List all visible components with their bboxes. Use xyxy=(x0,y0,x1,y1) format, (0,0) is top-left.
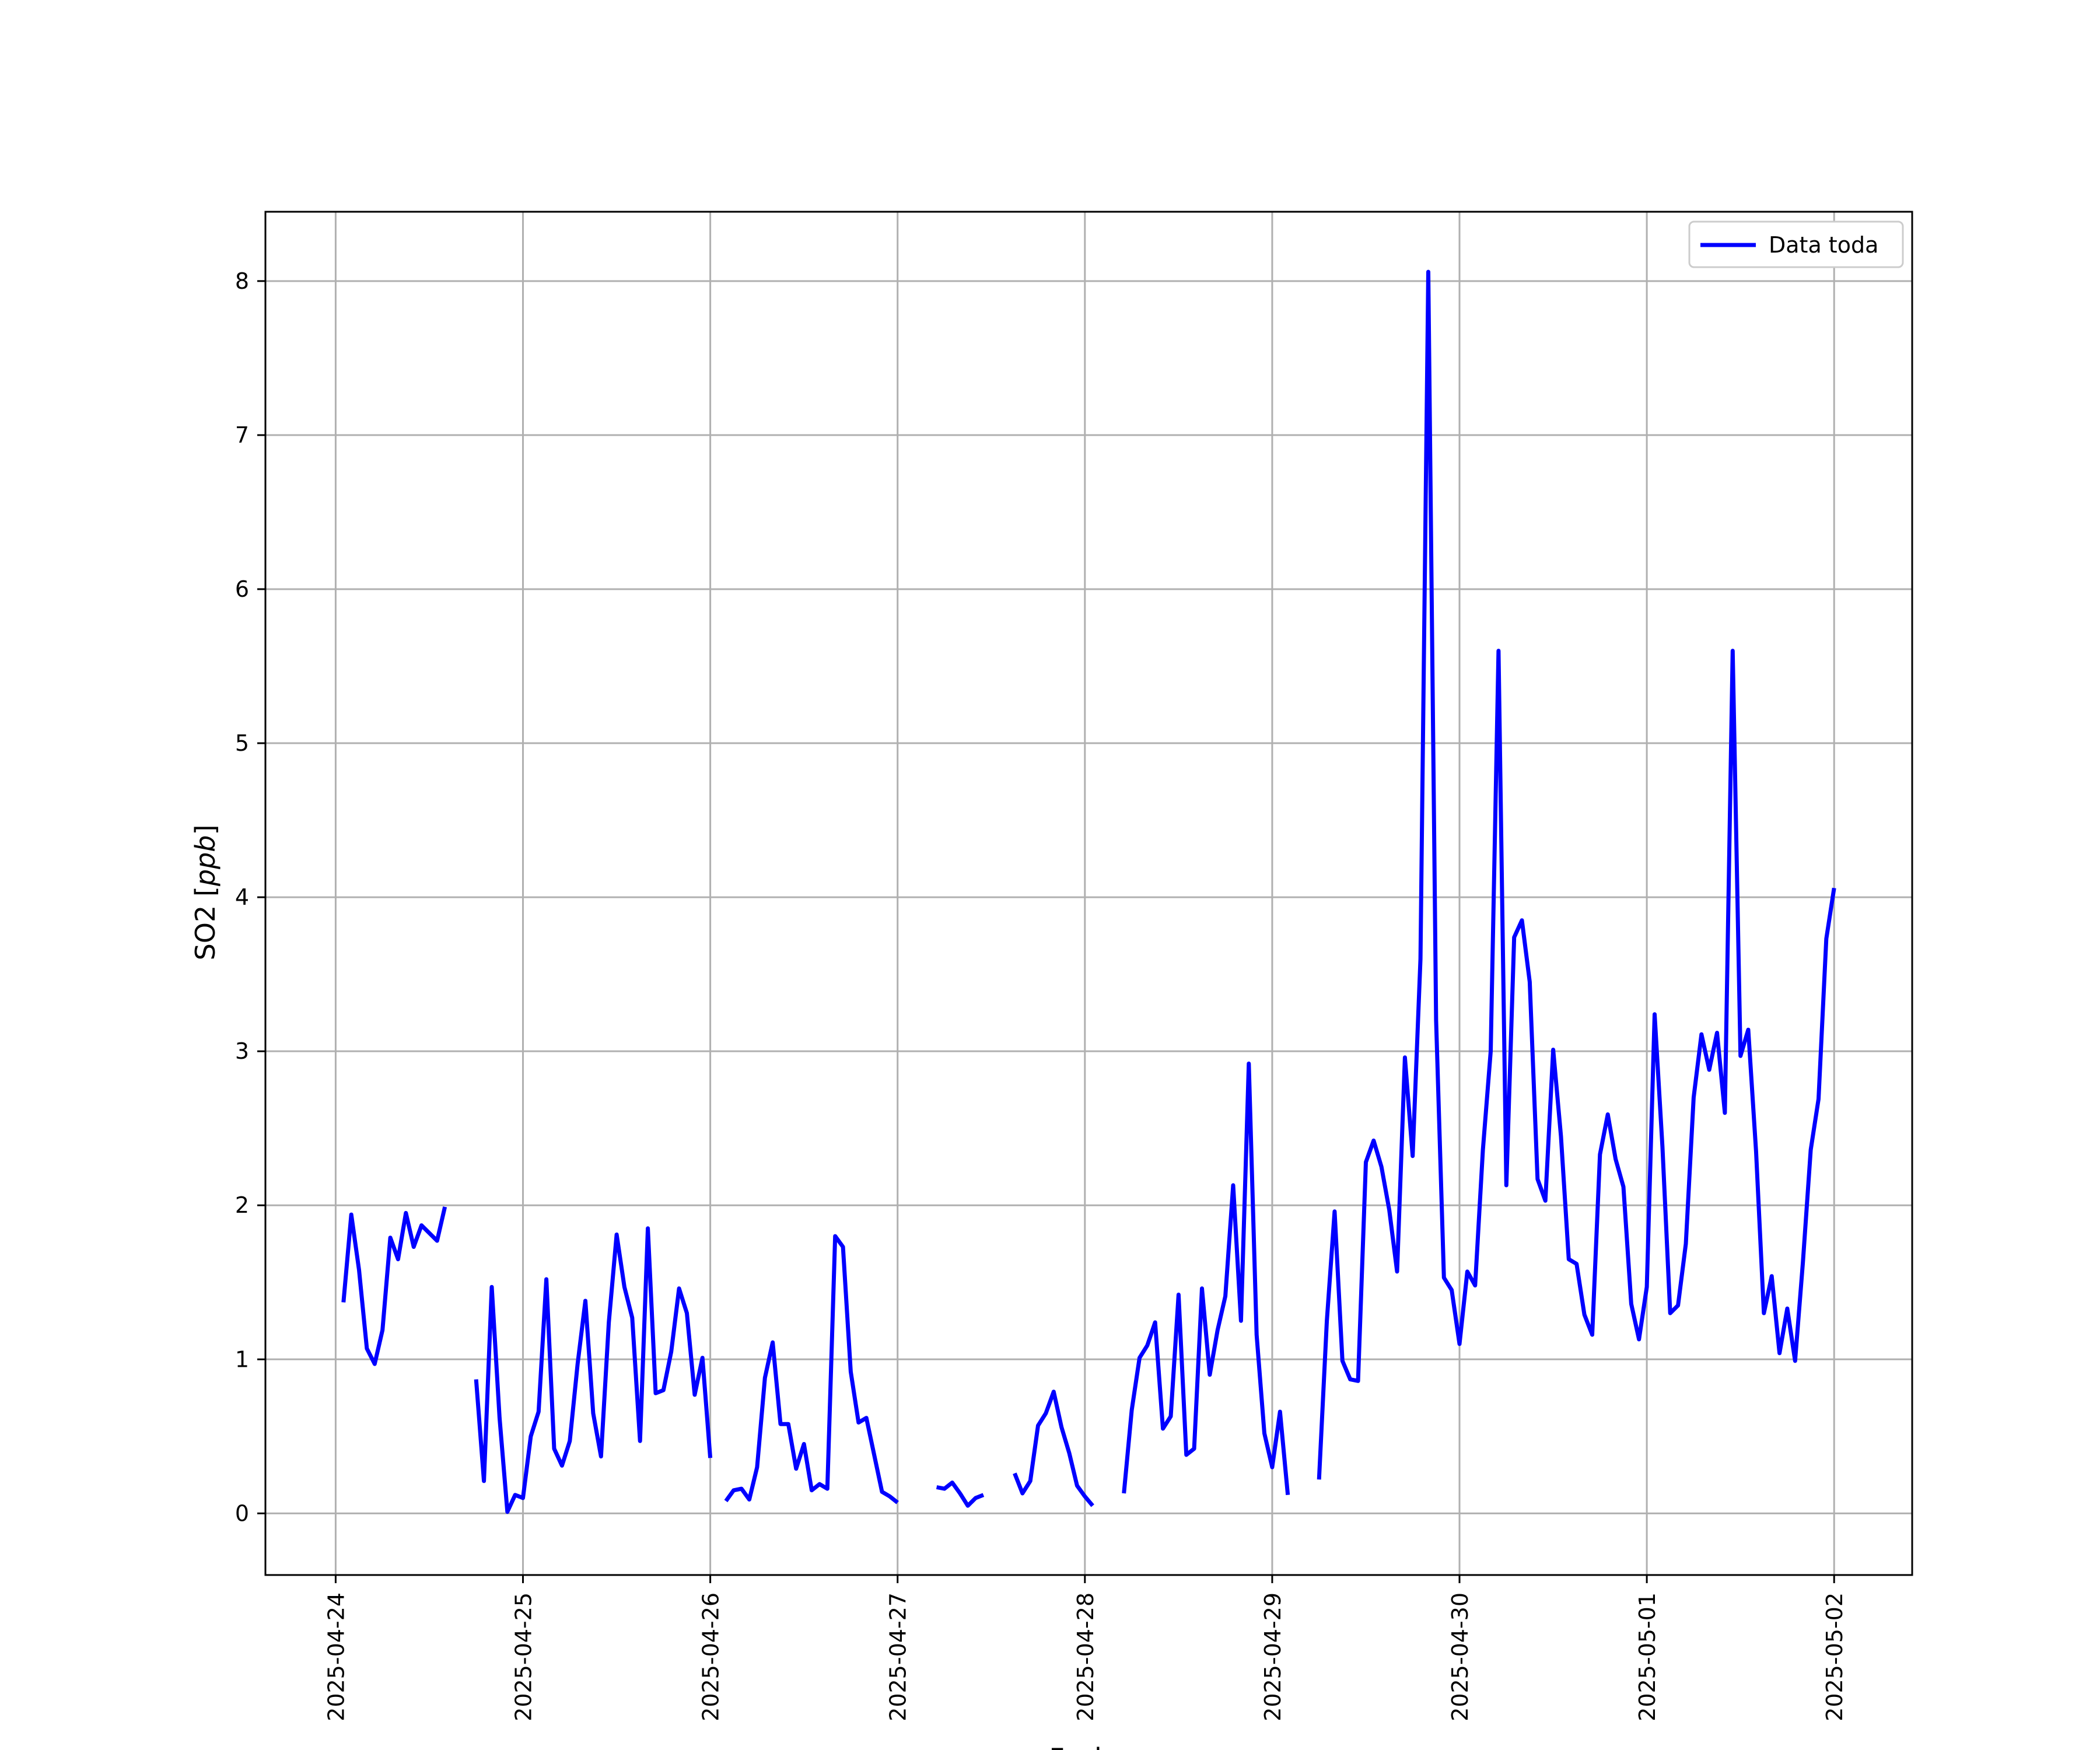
series-0-segment-0 xyxy=(341,1206,447,1366)
y-axis-label-unit: ppb xyxy=(190,835,221,887)
x-tick-label-1: 2025-04-25 xyxy=(511,1592,537,1721)
series-0-segment-2 xyxy=(724,1234,899,1504)
x-tick-label-5: 2025-04-29 xyxy=(1260,1592,1286,1721)
x-tick-label-8: 2025-05-02 xyxy=(1822,1592,1847,1721)
y-tick-label-7: 7 xyxy=(235,422,249,448)
x-tick-label-3: 2025-04-27 xyxy=(886,1592,911,1721)
x-tick-label-7: 2025-05-01 xyxy=(1634,1592,1660,1721)
y-tick-label-4: 4 xyxy=(235,884,249,910)
y-tick-label-6: 6 xyxy=(235,576,249,602)
y-axis-label-open-bracket: [ xyxy=(190,886,221,897)
grid-lines xyxy=(265,212,1912,1575)
y-tick-label-5: 5 xyxy=(235,730,249,756)
y-tick-label-3: 3 xyxy=(235,1038,249,1064)
y-tick-label-1: 1 xyxy=(235,1346,249,1372)
y-axis-label-close-bracket: ] xyxy=(190,825,221,835)
x-axis-label: Fecha xyxy=(1049,1742,1128,1750)
plot-frame xyxy=(264,211,1913,1576)
y-axis-label-text: SO2 xyxy=(190,897,221,960)
x-tick-label-2: 2025-04-26 xyxy=(698,1592,724,1721)
series-layer xyxy=(341,270,1836,1514)
x-tick-label-4: 2025-04-28 xyxy=(1073,1592,1098,1721)
series-0-segment-4 xyxy=(1013,1390,1094,1507)
legend-label-data-toda: Data toda xyxy=(1769,232,1878,258)
x-tick-label-6: 2025-04-30 xyxy=(1447,1592,1473,1721)
series-0-segment-3 xyxy=(936,1480,985,1508)
series-0-segment-1 xyxy=(474,1226,713,1514)
y-tick-label-2: 2 xyxy=(235,1192,249,1218)
y-axis-ticks: 0 1 2 3 4 5 6 7 8 xyxy=(235,268,265,1526)
x-tick-label-0: 2025-04-24 xyxy=(323,1592,349,1721)
series-0-segment-5 xyxy=(1122,1061,1290,1496)
y-tick-label-8: 8 xyxy=(235,268,249,294)
y-axis-label: SO2 [ppb] xyxy=(190,825,221,961)
legend: Data toda xyxy=(1688,220,1904,268)
legend-box xyxy=(1688,220,1904,268)
series-0-segment-6 xyxy=(1317,270,1836,1480)
x-axis-ticks: 2025-04-24 2025-04-25 2025-04-26 2025-04-27… xyxy=(323,1575,1847,1721)
y-tick-label-0: 0 xyxy=(235,1500,249,1526)
